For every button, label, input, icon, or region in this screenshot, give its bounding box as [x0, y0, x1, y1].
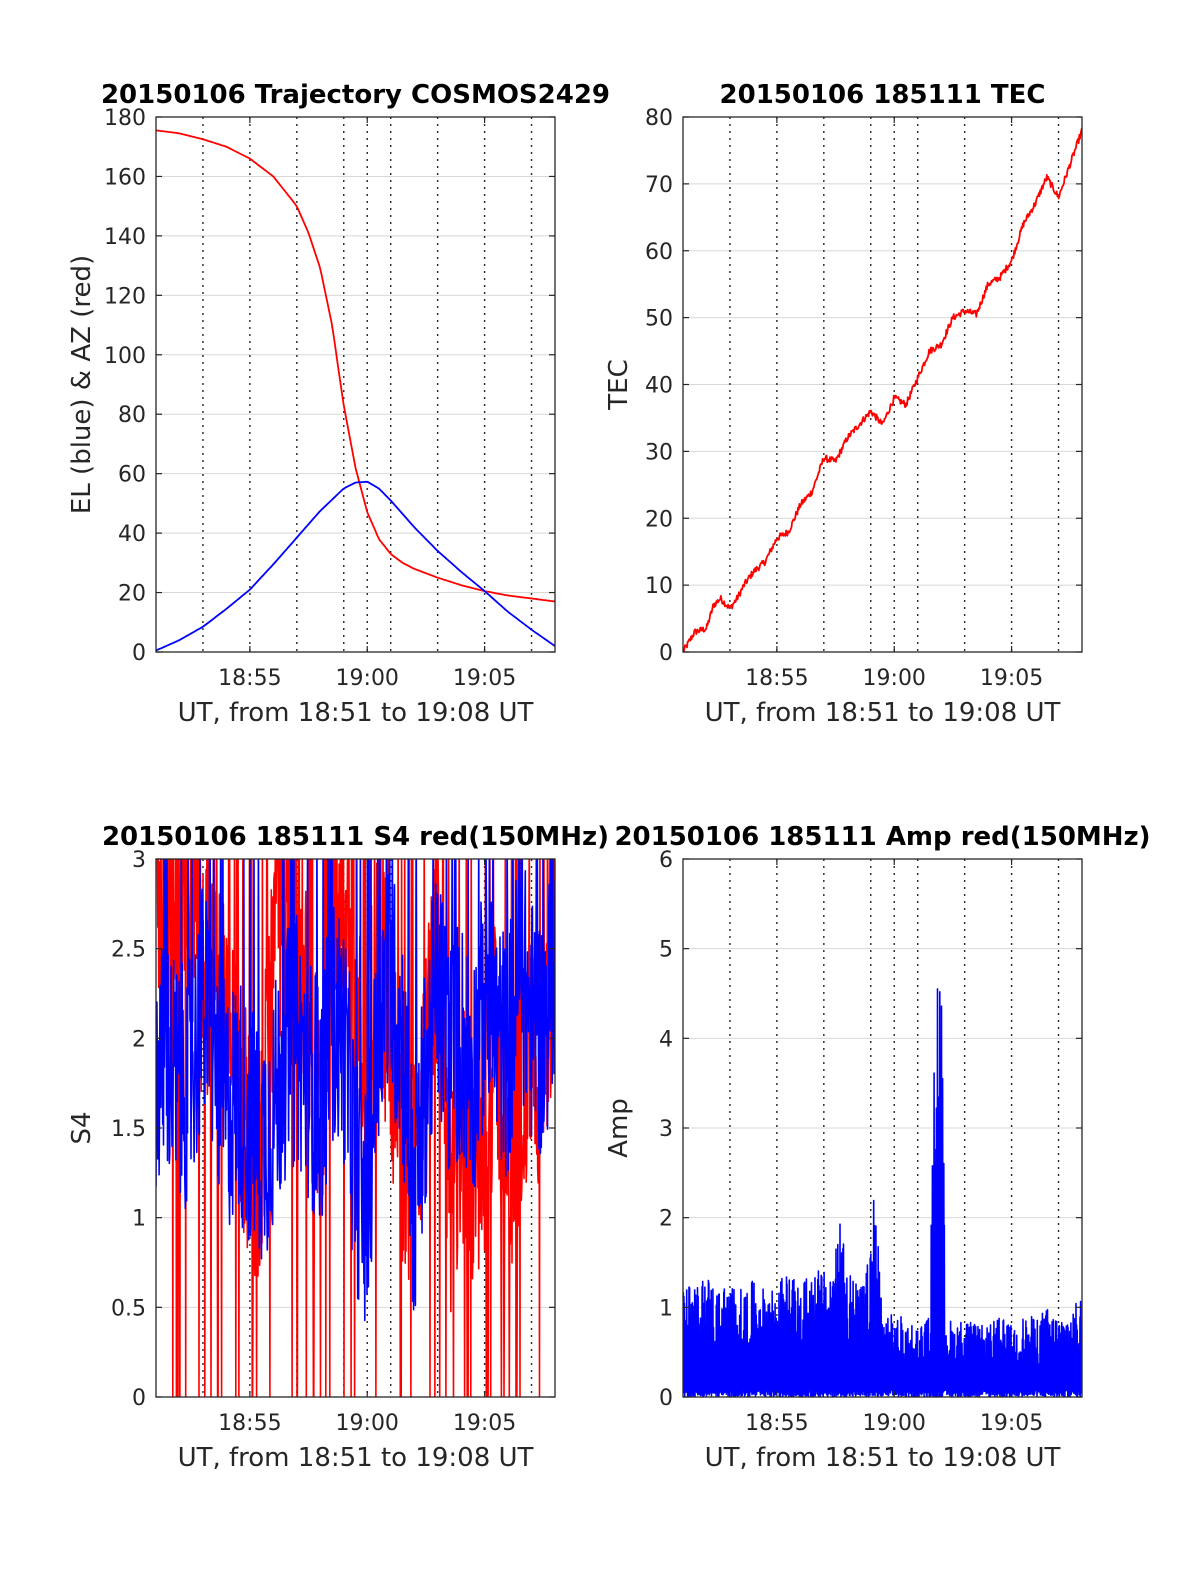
traj-xlabel: UT, from 18:51 to 19:08 UT — [178, 698, 534, 728]
amp-title: 20150106 185111 Amp red(150MHz) — [614, 822, 1150, 852]
tec-plot-area — [683, 127, 1082, 652]
traj-plot-area — [156, 129, 555, 652]
y-tick-label: 2.5 — [111, 938, 146, 963]
tec-title: 20150106 185111 TEC — [720, 80, 1046, 110]
traj-series-0 — [156, 129, 555, 603]
x-tick-label: 19:00 — [336, 1411, 399, 1436]
y-tick-label: 0 — [132, 641, 146, 666]
tec-chart: 0 10 20 30 40 50 60 70 80 18:55 19:00 19:05 20150106… — [604, 80, 1083, 728]
x-tick-label: 19:00 — [336, 666, 399, 691]
y-tick-label: 160 — [104, 165, 146, 190]
amp-xlabel: UT, from 18:51 to 19:08 UT — [705, 1443, 1061, 1473]
s4-chart: 0 0.5 1 1.5 2 2.5 3 18:55 19:00 19:05 20150106 185… — [67, 822, 609, 1473]
traj-ylabel: EL (blue) & AZ (red) — [67, 255, 97, 514]
x-tick-label: 18:55 — [745, 1411, 808, 1436]
y-tick-label: 3 — [132, 848, 146, 873]
tec-ylabel: TEC — [604, 359, 634, 410]
amp-ylabel: Amp — [604, 1098, 634, 1158]
y-tick-label: 40 — [645, 374, 673, 399]
y-tick-label: 6 — [659, 848, 673, 873]
y-tick-label: 30 — [645, 440, 673, 465]
y-tick-label: 60 — [118, 463, 146, 488]
amp-series-0 — [683, 988, 1082, 1397]
y-tick-label: 120 — [104, 284, 146, 309]
x-tick-label: 18:55 — [218, 666, 281, 691]
traj-series-1 — [156, 480, 555, 652]
y-tick-label: 60 — [645, 240, 673, 265]
y-tick-label: 1 — [132, 1207, 146, 1232]
x-tick-label: 18:55 — [745, 666, 808, 691]
s4-xlabel: UT, from 18:51 to 19:08 UT — [178, 1443, 534, 1473]
y-tick-label: 0 — [132, 1386, 146, 1411]
y-tick-label: 2 — [659, 1207, 673, 1232]
traj-title: 20150106 Trajectory COSMOS2429 — [101, 80, 610, 110]
s4-ylabel: S4 — [67, 1111, 97, 1144]
y-tick-label: 1.5 — [111, 1117, 146, 1142]
x-tick-label: 19:00 — [863, 666, 926, 691]
x-tick-label: 19:05 — [980, 1411, 1043, 1436]
y-tick-label: 20 — [118, 582, 146, 607]
y-tick-label: 80 — [645, 106, 673, 131]
x-tick-label: 19:05 — [980, 666, 1043, 691]
y-tick-label: 80 — [118, 403, 146, 428]
y-tick-label: 10 — [645, 574, 673, 599]
y-tick-label: 0.5 — [111, 1296, 146, 1321]
y-tick-label: 20 — [645, 507, 673, 532]
amp-plot-area — [683, 988, 1082, 1397]
traj-axes-frame — [155, 116, 556, 653]
y-tick-label: 1 — [659, 1296, 673, 1321]
s4-title: 20150106 185111 S4 red(150MHz) — [102, 822, 609, 852]
s4-series-1 — [156, 859, 555, 1322]
y-tick-label: 2 — [132, 1027, 146, 1052]
y-tick-label: 140 — [104, 225, 146, 250]
y-tick-label: 70 — [645, 173, 673, 198]
y-tick-label: 0 — [659, 641, 673, 666]
y-tick-label: 4 — [659, 1027, 673, 1052]
tec-xlabel: UT, from 18:51 to 19:08 UT — [705, 698, 1061, 728]
tec-series-0 — [683, 127, 1082, 652]
y-tick-label: 180 — [104, 106, 146, 131]
amp-chart: 0 1 2 3 4 5 6 18:55 19:00 19:05 20150106 185111 Am… — [604, 822, 1151, 1473]
x-tick-label: 19:05 — [453, 1411, 516, 1436]
x-tick-label: 18:55 — [218, 1411, 281, 1436]
y-tick-label: 3 — [659, 1117, 673, 1142]
y-tick-label: 0 — [659, 1386, 673, 1411]
x-tick-label: 19:00 — [863, 1411, 926, 1436]
s4-plot-area — [156, 859, 555, 1397]
y-tick-label: 40 — [118, 522, 146, 547]
x-tick-label: 19:05 — [453, 666, 516, 691]
traj-chart: 0 20 40 60 80 100 120 140 160 180 18:55 19:00 19:05 2… — [67, 80, 610, 728]
y-tick-label: 5 — [659, 938, 673, 963]
y-tick-label: 100 — [104, 344, 146, 369]
y-tick-label: 50 — [645, 307, 673, 332]
